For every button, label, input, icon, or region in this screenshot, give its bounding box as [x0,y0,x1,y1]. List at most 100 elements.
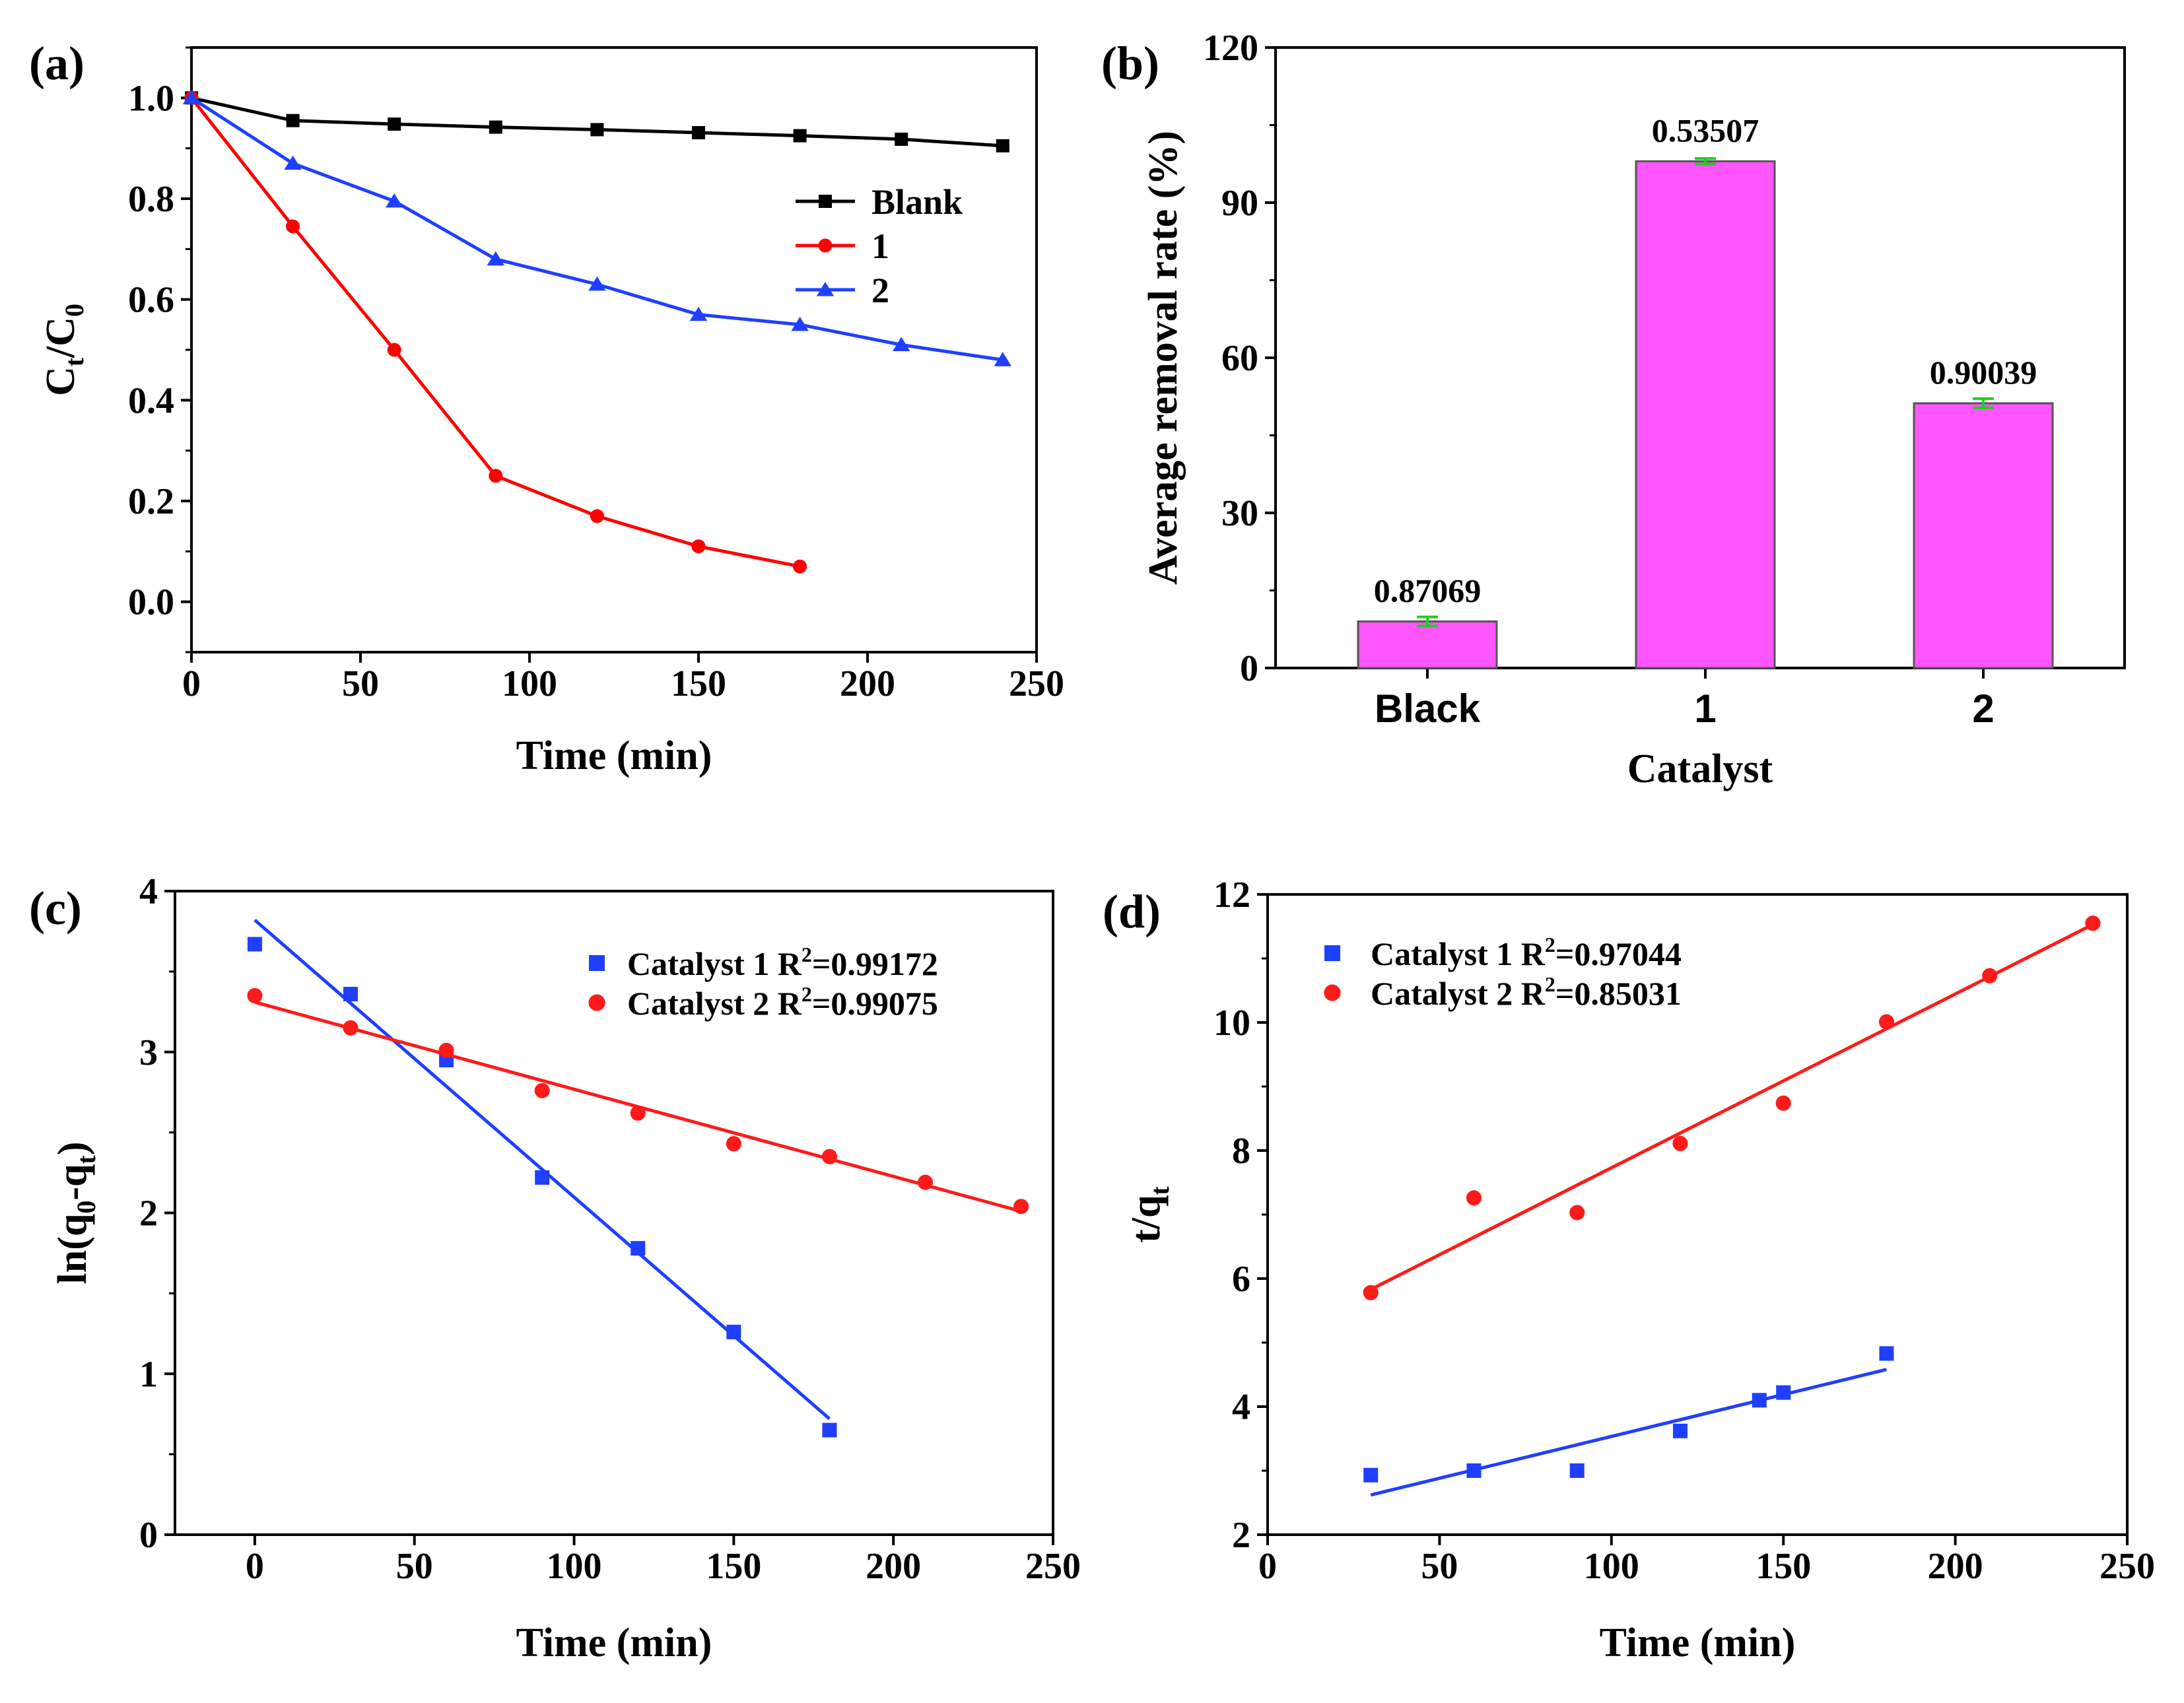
legend-label: Catalyst 1 R2=0.97044 [1371,933,1682,972]
x-tick-label: 150 [1756,1546,1811,1587]
point-Catalyst-2 [1363,1285,1379,1300]
label-part: t [1145,1185,1175,1195]
x-tick-label: 2 [1972,686,1994,731]
fit-line-Catalyst-2 [1370,923,2094,1291]
x-axis-label: Time (min) [516,1620,712,1665]
point-1 [590,509,604,523]
x-tick-label: 250 [1025,1546,1081,1587]
y-tick-label: 2 [139,1193,158,1234]
legend-marker-1 [818,238,833,253]
label-part: Catalyst 2 [627,985,778,1022]
point-1 [387,343,401,357]
y-tick-label: 0.8 [128,179,174,220]
point-1 [793,559,807,574]
x-tick-label: 0 [246,1546,264,1587]
point-Catalyst-2 [343,1020,358,1036]
y-tick-label: 10 [1213,1003,1250,1044]
point-Catalyst-2 [1878,1014,1894,1030]
x-tick-label: 150 [706,1546,761,1587]
label-part: =0.85031 [1555,975,1682,1012]
point-Blank [286,114,300,127]
y-axis-label: ln(q0-qt) [50,1142,101,1285]
x-tick-label: 1 [1694,686,1716,731]
series-line-Blank [191,96,1003,148]
x-tick-label: 150 [671,663,726,704]
point-Catalyst-1 [631,1241,646,1256]
label-part: Catalyst 1 [1371,935,1521,972]
point-Catalyst-1 [1752,1393,1767,1408]
x-tick-label: 50 [396,1546,433,1587]
point-Catalyst-2 [534,1083,550,1098]
y-tick-label: 12 [1213,875,1250,916]
point-Catalyst-2 [1569,1205,1585,1220]
legend-marker [1324,984,1341,1001]
fit-line-Catalyst-1 [1370,1368,1888,1497]
legend-label: Catalyst 1 R2=0.99172 [627,943,938,982]
point-Blank [895,132,908,146]
x-tick-label: 0 [1258,1546,1277,1587]
y-tick-label: 3 [139,1032,158,1073]
point-Catalyst-1 [1569,1463,1585,1478]
y-tick-label: 6 [1232,1259,1250,1300]
x-tick-label: 200 [1928,1546,1983,1587]
label-part: 2 [802,943,812,966]
panel-label: (a) [29,37,85,90]
point-Blank [388,117,401,131]
data-label: 0.87069 [1374,572,1482,609]
point-Catalyst-1 [1363,1467,1379,1483]
y-axis-label: Average removal rate (%) [1141,131,1186,585]
legend-marker [1324,945,1340,961]
label-part: 2 [802,982,812,1006]
legend-label-Blank: Blank [871,182,963,222]
label-part: Catalyst 2 [1371,975,1521,1012]
label-part: =0.99075 [812,985,938,1022]
x-tick-label: 0 [182,663,201,704]
point-2 [689,306,708,321]
legend-label: Catalyst 2 R2=0.85031 [1371,972,1682,1012]
point-2 [994,352,1011,366]
point-Blank [996,139,1009,152]
y-tick-label: 60 [1221,338,1258,379]
label-part: Catalyst 1 [627,945,778,982]
point-Catalyst-2 [1982,968,1998,984]
series-line-1 [190,96,801,568]
legend-marker [589,955,605,971]
y-tick-label: 0.6 [128,280,174,321]
label-part: -q [50,1164,95,1201]
x-axis-label: Time (min) [1600,1620,1796,1665]
point-2 [893,337,910,351]
bar-1 [1635,160,1776,669]
panel-b: 0 30 60 90 120 Black 0.87069 1 0.53507 2 0.90039 (b… [1101,28,2126,791]
point-Blank [692,126,705,140]
y-tick-label: 1 [139,1354,158,1395]
y-tick-label: 1.0 [128,78,174,119]
y-tick-label: 0.0 [128,582,174,623]
point-Catalyst-2 [630,1105,646,1121]
y-tick-label: 120 [1203,28,1258,69]
point-Catalyst-1 [1466,1463,1482,1478]
point-2 [386,193,403,208]
panel-label: (c) [29,882,82,935]
point-Catalyst-1 [535,1170,550,1185]
bar-2 [1913,402,2054,669]
y-tick-label: 2 [1232,1515,1250,1556]
point-Catalyst-2 [1775,1095,1791,1111]
x-tick-label: 50 [342,663,379,704]
point-Catalyst-2 [247,987,263,1003]
x-tick-label: 200 [866,1546,921,1587]
label-part: ln(q [50,1214,95,1285]
point-Blank [793,129,807,143]
label-part: ) [50,1142,95,1156]
panel-label: (d) [1103,885,1161,938]
data-label: 0.53507 [1652,112,1759,149]
y-tick-label: 90 [1221,183,1258,224]
x-tick-label: Black [1375,686,1481,731]
label-part: 2 [1545,972,1555,996]
label-part: R [778,985,802,1022]
point-Catalyst-1 [247,937,262,952]
y-tick-label: 4 [1232,1387,1250,1428]
point-1 [489,469,503,483]
